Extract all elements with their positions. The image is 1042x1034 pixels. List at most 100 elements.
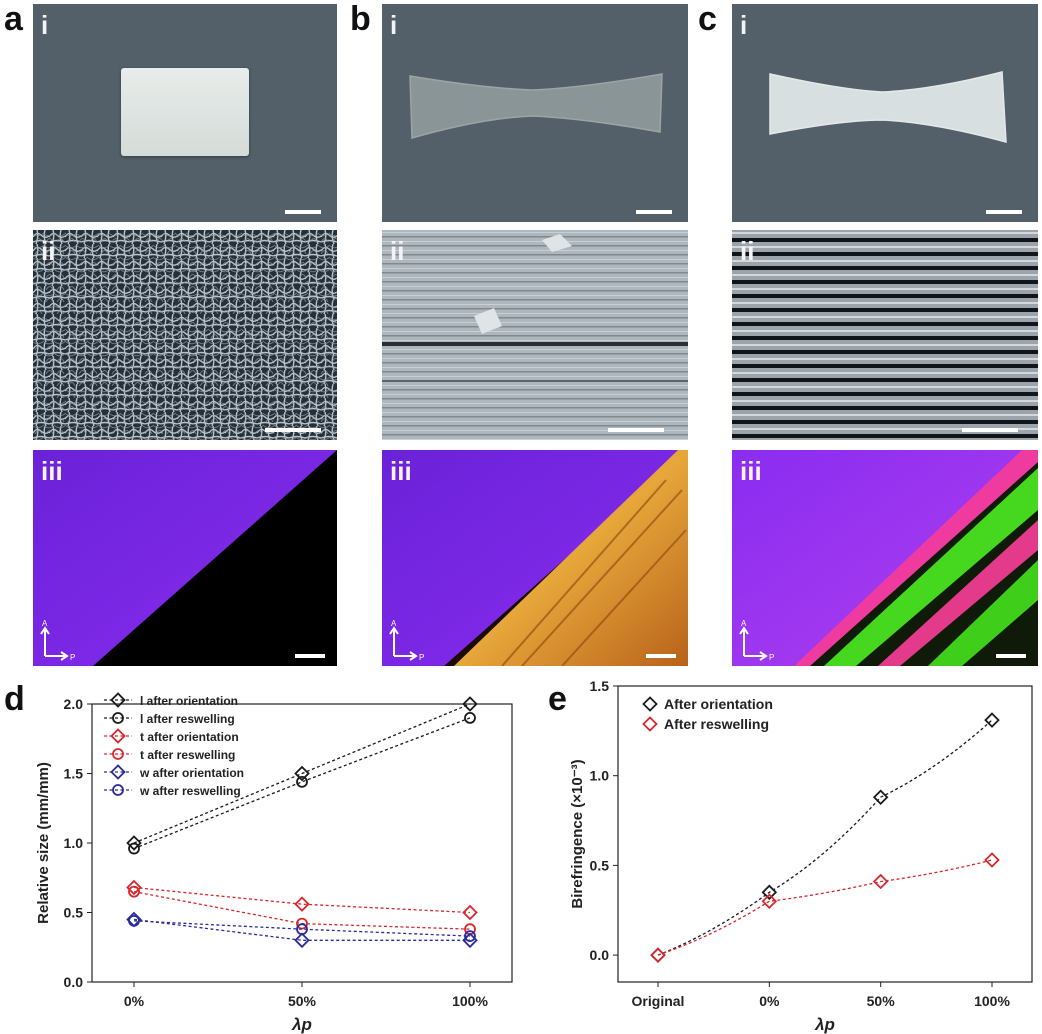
y-tick-label: 1.0 <box>590 768 610 784</box>
pol-b-iii: A P iii <box>382 450 688 666</box>
scale-bar <box>986 210 1022 214</box>
legend-label: After reswelling <box>664 716 769 732</box>
series-group <box>126 879 478 921</box>
subpanel-label-iii: iii <box>390 456 412 486</box>
y-tick-label: 1.5 <box>590 678 610 694</box>
y-axis-label: Relative size (mm/mm) <box>35 762 52 924</box>
aligned-fibers-image <box>732 230 1038 440</box>
legend-label: After orientation <box>664 696 773 712</box>
data-point <box>761 893 778 910</box>
data-point <box>296 917 308 930</box>
legend-marker <box>110 728 126 744</box>
subpanel-label-ii: ii <box>740 236 755 266</box>
panel-letter-c: c <box>698 0 717 38</box>
data-point <box>294 765 310 782</box>
data-point <box>984 852 1000 868</box>
x-tick-label: 0% <box>759 993 780 1009</box>
sem-b-ii: ii <box>382 230 688 440</box>
data-point <box>126 879 142 896</box>
legend-label: w after orientation <box>139 766 244 780</box>
sem-a-ii: ii <box>33 230 337 440</box>
polarized-image: A P <box>33 450 337 666</box>
analyzer-label: A <box>391 619 397 628</box>
data-point <box>462 904 478 921</box>
polarizer-label: P <box>70 653 75 662</box>
scale-bar <box>295 654 325 658</box>
x-axis-label: λp <box>291 1015 312 1034</box>
y-tick-label: 1.0 <box>64 835 84 851</box>
panel-letter-a: a <box>4 0 23 38</box>
series-group <box>126 696 478 851</box>
y-axis-label: Birefringence (×10⁻³) <box>569 759 586 908</box>
chart-d-relative-size: 0.0 0.5 1.0 1.5 2.0 0% 50% 100% λp Relative size … <box>35 692 513 1034</box>
legend-label: l after reswelling <box>140 712 235 726</box>
analyzer-label: A <box>42 619 48 628</box>
y-tick-label: 0.5 <box>590 857 610 873</box>
legend-marker <box>112 712 124 724</box>
scale-bar <box>646 654 676 658</box>
data-point <box>296 923 308 936</box>
porous-network-image <box>33 230 337 440</box>
series-line <box>133 918 470 941</box>
y-tick-label: 0.0 <box>590 947 610 963</box>
legend-label: w after reswelling <box>139 784 241 798</box>
subpanel-label-iii: iii <box>740 456 762 486</box>
sem-c-ii: ii <box>732 230 1038 440</box>
polarizer-axes-icon <box>389 626 418 661</box>
data-point <box>650 947 666 963</box>
photo-a-i: i <box>33 4 337 222</box>
polarizer-axes-icon <box>739 626 768 661</box>
data-point <box>872 789 889 805</box>
aligned-lamellae-image <box>382 230 688 440</box>
scale-bar <box>285 210 321 214</box>
dogbone-sample-clear <box>409 73 663 139</box>
data-point <box>464 930 476 943</box>
legend-label: l after orientation <box>140 694 238 708</box>
panel-letter-b: b <box>350 0 371 38</box>
y-tick-label: 0.0 <box>64 974 84 990</box>
series-line <box>657 859 993 956</box>
data-point <box>761 884 778 901</box>
series-group <box>128 914 476 943</box>
scale-bar <box>265 428 321 432</box>
legend-label: t after orientation <box>140 730 239 744</box>
polarizer-label: P <box>419 653 424 662</box>
data-point <box>464 712 476 724</box>
data-point <box>872 873 889 890</box>
data-point <box>296 775 308 788</box>
series-group <box>650 852 1000 963</box>
data-point <box>126 835 142 851</box>
chart-e-birefringence: 0.0 0.5 1.0 1.5 Original 0% 50% 100% λp Birefring… <box>569 678 1033 1034</box>
x-axis-label: λp <box>814 1015 835 1034</box>
legend-marker <box>110 764 126 780</box>
scale-bar <box>608 428 664 432</box>
scale-bar <box>636 210 672 214</box>
photo-b-i: i <box>382 4 688 222</box>
subpanel-label-i: i <box>41 10 49 40</box>
scale-bar <box>996 654 1026 658</box>
data-point <box>128 914 140 927</box>
legend-marker <box>110 692 126 708</box>
subpanel-label-ii: ii <box>41 236 56 266</box>
x-tick-label: 100% <box>452 993 488 1009</box>
series-line <box>133 920 471 937</box>
data-point <box>462 696 478 712</box>
panel-letter-d: d <box>4 680 25 718</box>
y-tick-label: 2.0 <box>64 696 84 712</box>
scale-bar <box>962 428 1018 432</box>
series-group <box>128 712 476 855</box>
x-tick-label: 100% <box>974 993 1010 1009</box>
series-group <box>650 712 1000 963</box>
y-tick-label: 0.5 <box>64 905 84 921</box>
subpanel-label-iii: iii <box>41 456 63 486</box>
polarizer-axes-icon <box>40 626 69 661</box>
data-point <box>294 932 310 949</box>
panel-letter-e: e <box>548 680 567 718</box>
x-tick-label: Original <box>632 993 685 1009</box>
y-tick-label: 1.5 <box>64 766 84 782</box>
sample-block <box>121 68 249 156</box>
x-tick-label: 50% <box>288 993 317 1009</box>
series-line <box>657 719 993 956</box>
data-point <box>294 896 310 912</box>
pol-a-iii: A P iii <box>33 450 337 666</box>
